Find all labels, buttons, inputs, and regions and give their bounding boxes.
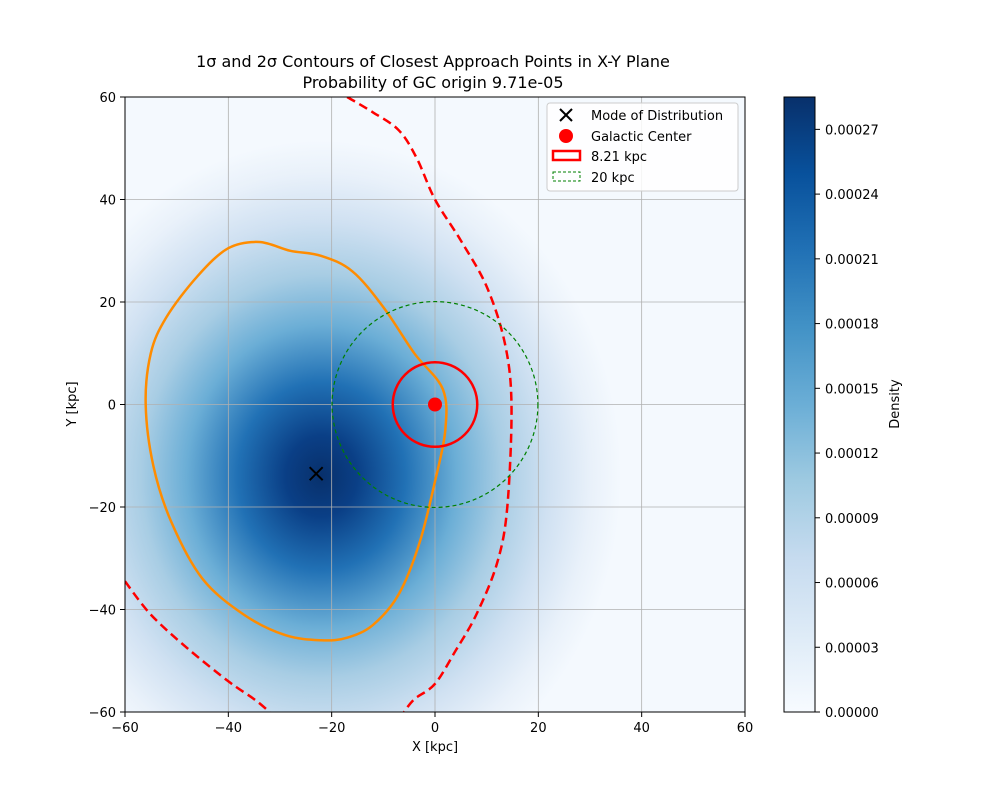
x-tick-label: −40 (215, 721, 242, 736)
legend-label-mode: Mode of Distribution (591, 109, 723, 124)
legend-label-8kpc: 8.21 kpc (591, 150, 647, 165)
circle-20kpc (331, 300, 539, 509)
legend-box (546, 102, 739, 192)
legend-label-galactic-center: Galactic Center (591, 130, 692, 145)
colorbar-tick-label: 0.00000 (825, 706, 879, 721)
x-tick-label: 0 (431, 721, 439, 736)
legend: Mode of Distribution Galactic Center 8.2… (546, 102, 739, 192)
contour-2sigma-bottom-left (125, 580, 271, 712)
colorbar-tick-label: 0.00012 (825, 447, 879, 462)
x-tick-label: 20 (530, 721, 547, 736)
colorbar-tick-label: 0.00009 (825, 512, 879, 527)
axis-ticks: −60 −40 −20 0 20 40 60 −60 −40 −20 0 20 40 60 (89, 91, 754, 736)
y-tick-label: −40 (89, 604, 116, 619)
x-axis-label: X [kpc] (412, 740, 458, 755)
colorbar-label: Density (888, 379, 903, 429)
colorbar-tick-label: 0.00015 (825, 382, 879, 397)
colorbar-tick-label: 0.00024 (825, 188, 879, 203)
colorbar-gradient-bar (783, 96, 816, 713)
y-tick-label: −20 (89, 501, 116, 516)
colorbar: 0.00000 0.00003 0.00006 0.00009 0.00012 0.000… (783, 96, 903, 721)
x-tick-label: −20 (318, 721, 345, 736)
galactic-center-point (428, 397, 442, 412)
y-tick-label: 60 (99, 91, 116, 106)
y-tick-label: 20 (99, 296, 116, 311)
x-tick-label: −60 (111, 721, 138, 736)
legend-label-20kpc: 20 kpc (591, 171, 635, 186)
mode-of-distribution-marker (308, 466, 324, 481)
colorbar-tick-label: 0.00018 (825, 318, 879, 333)
colorbar-tick-label: 0.00006 (825, 577, 879, 592)
legend-entry-8kpc: 8.21 kpc (551, 149, 647, 165)
y-tick-label: 40 (99, 194, 116, 209)
colorbar-ticks: 0.00000 0.00003 0.00006 0.00009 0.00012 0.000… (815, 123, 879, 721)
chart-title-line1: 1σ and 2σ Contours of Closest Approach P… (196, 52, 670, 71)
x-tick-label: 60 (737, 721, 754, 736)
colorbar-tick-label: 0.00003 (825, 641, 879, 656)
y-axis-label: Y [kpc] (65, 381, 80, 427)
mode-marker-stroke (308, 466, 324, 481)
y-tick-label: −60 (89, 706, 116, 721)
chart-title-line2: Probability of GC origin 9.71e-05 (302, 73, 563, 92)
legend-entry-20kpc: 20 kpc (552, 171, 635, 186)
contour-1sigma (144, 240, 448, 642)
contour-layer (125, 97, 539, 712)
x-tick-label: 40 (633, 721, 650, 736)
colorbar-tick-label: 0.00027 (825, 123, 879, 138)
circle-8kpc (391, 361, 479, 448)
legend-entry-mode: Mode of Distribution (559, 108, 723, 124)
colorbar-tick-label: 0.00021 (825, 253, 879, 268)
legend-entry-galactic-center: Galactic Center (559, 129, 692, 145)
contour-2sigma (346, 97, 513, 712)
y-tick-label: 0 (108, 399, 116, 414)
